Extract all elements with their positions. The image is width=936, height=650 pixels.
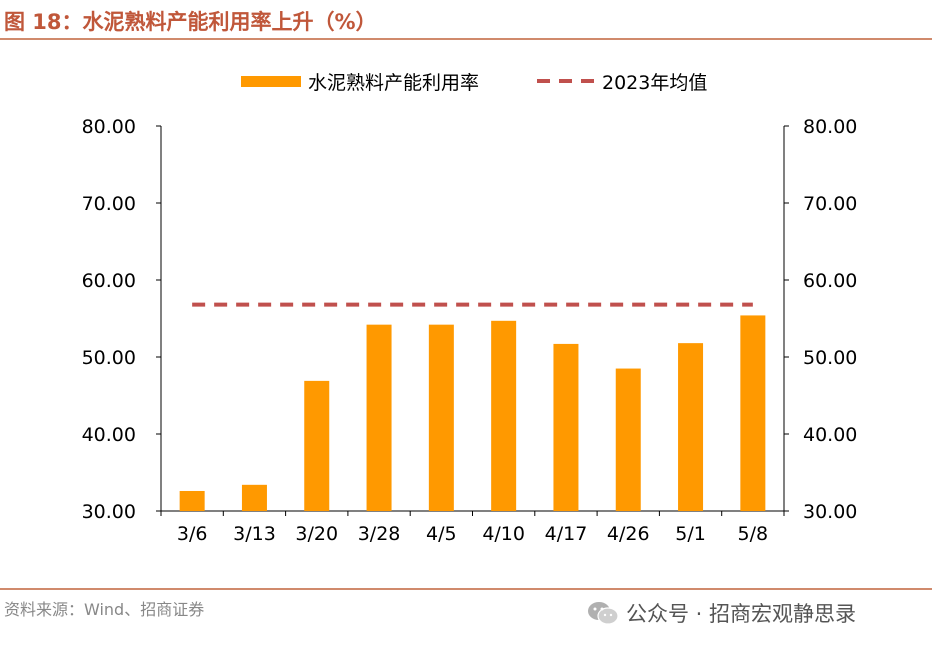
bar xyxy=(553,343,579,511)
x-tick-label: 3/13 xyxy=(233,523,276,545)
right-y-tick-label: 30.00 xyxy=(803,501,857,523)
legend-bar-swatch xyxy=(241,76,301,87)
wechat-icon xyxy=(588,602,619,625)
right-y-tick-label: 50.00 xyxy=(803,347,857,369)
x-tick-label: 3/6 xyxy=(177,523,208,545)
source-note: 资料来源：Wind、招商证券 xyxy=(4,600,205,619)
left-y-tick-label: 80.00 xyxy=(82,116,136,138)
left-y-tick-label: 50.00 xyxy=(82,347,136,369)
bar xyxy=(678,343,704,511)
bar xyxy=(179,490,205,511)
right-y-tick-label: 70.00 xyxy=(803,193,857,215)
x-tick-label: 4/26 xyxy=(607,523,650,545)
left-y-tick-label: 60.00 xyxy=(82,270,136,292)
legend-bar-label: 水泥熟料产能利用率 xyxy=(308,72,479,94)
legend-avg-label: 2023年均值 xyxy=(602,72,707,94)
bar xyxy=(304,380,330,511)
x-tick-label: 4/10 xyxy=(482,523,525,545)
bar xyxy=(615,368,641,511)
x-tick-label: 4/5 xyxy=(426,523,457,545)
x-tick-label: 5/1 xyxy=(675,523,706,545)
bar xyxy=(241,484,267,511)
x-tick-label: 4/17 xyxy=(545,523,588,545)
left-y-tick-label: 30.00 xyxy=(82,501,136,523)
watermark-text: 公众号 · 招商宏观静思录 xyxy=(626,602,857,626)
left-y-tick-label: 40.00 xyxy=(82,424,136,446)
y-tick-labels: 30.00 30.00 40.00 40.00 50.00 50.00 60.00 60.00… xyxy=(82,116,858,523)
x-tick-label: 3/20 xyxy=(295,523,338,545)
watermark: 公众号 · 招商宏观静思录 xyxy=(586,598,856,628)
right-y-tick-label: 80.00 xyxy=(803,116,857,138)
right-y-tick-label: 40.00 xyxy=(803,424,857,446)
footer-divider xyxy=(0,588,932,590)
title-divider xyxy=(0,38,932,40)
bar xyxy=(740,315,766,511)
bar xyxy=(366,324,392,511)
x-tick-labels: 3/6 3/13 3/20 3/28 4/5 4/10 4/17 4/26 5/1 5/8 xyxy=(177,523,768,545)
x-tick-label: 5/8 xyxy=(738,523,769,545)
right-y-tick-label: 60.00 xyxy=(803,270,857,292)
bars xyxy=(179,315,766,511)
left-y-tick-label: 70.00 xyxy=(82,193,136,215)
x-tick-label: 3/28 xyxy=(358,523,401,545)
bar-chart: 水泥熟料产能利用率 2023年均值 3/6 3/13 3/20 3/28 4/5 4/10… xyxy=(82,72,858,545)
figure-title: 图 18：水泥熟料产能利用率上升（%） xyxy=(4,10,377,34)
legend: 水泥熟料产能利用率 2023年均值 xyxy=(241,72,707,94)
bar xyxy=(491,320,517,511)
bar xyxy=(428,324,454,511)
